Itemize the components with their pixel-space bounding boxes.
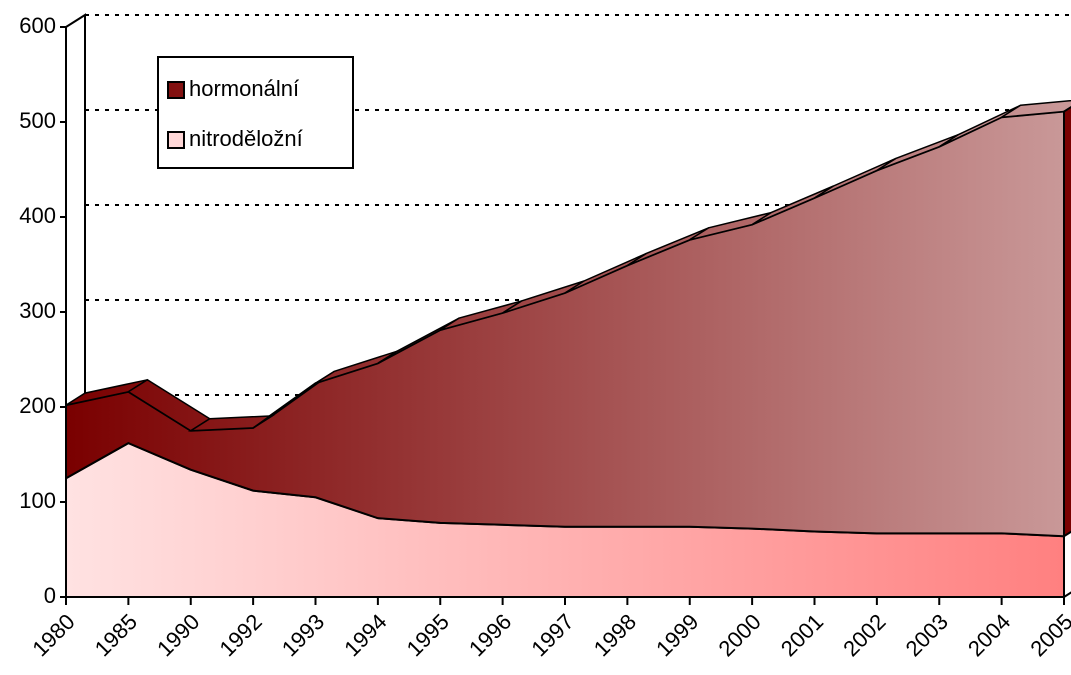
x-tick-label: 1995: [402, 609, 454, 661]
x-tick-label: 2004: [963, 609, 1015, 661]
legend-label: nitroděložní: [189, 126, 303, 151]
x-tick-label: 1997: [526, 609, 578, 661]
y-tick-label: 100: [19, 488, 56, 513]
x-tick-label: 2002: [838, 609, 890, 661]
y-tick-label: 200: [19, 393, 56, 418]
area-side-face: [1063, 105, 1071, 539]
x-tick-label: 1993: [277, 609, 329, 661]
x-tick-label: 1985: [90, 609, 142, 661]
x-tick-label: 2005: [1025, 609, 1071, 661]
y-tick-label: 600: [19, 13, 56, 38]
x-tick-label: 2003: [901, 609, 953, 661]
y-tick-label: 400: [19, 203, 56, 228]
x-tick-label: 1990: [152, 609, 204, 661]
x-tick-label: 1999: [651, 609, 703, 661]
x-tick-label: 1998: [589, 609, 641, 661]
legend-swatch: [167, 131, 185, 149]
x-axis-depth: [1063, 591, 1071, 598]
x-tick-label: 1992: [214, 609, 266, 661]
legend-label: hormonální: [189, 76, 299, 101]
area: [65, 110, 1065, 538]
x-tick-label: 1996: [464, 609, 516, 661]
x-tick-label: 1994: [339, 609, 391, 661]
y-tick-label: 0: [44, 583, 56, 608]
legend-swatch: [167, 81, 185, 99]
x-tick-label: 1980: [27, 609, 79, 661]
legend: [157, 56, 354, 169]
area-top-face: [1001, 99, 1071, 118]
x-tick-label: 2001: [776, 609, 828, 661]
y-tick-label: 300: [19, 298, 56, 323]
y-tick-label: 500: [19, 108, 56, 133]
x-tick-label: 2000: [713, 609, 765, 661]
